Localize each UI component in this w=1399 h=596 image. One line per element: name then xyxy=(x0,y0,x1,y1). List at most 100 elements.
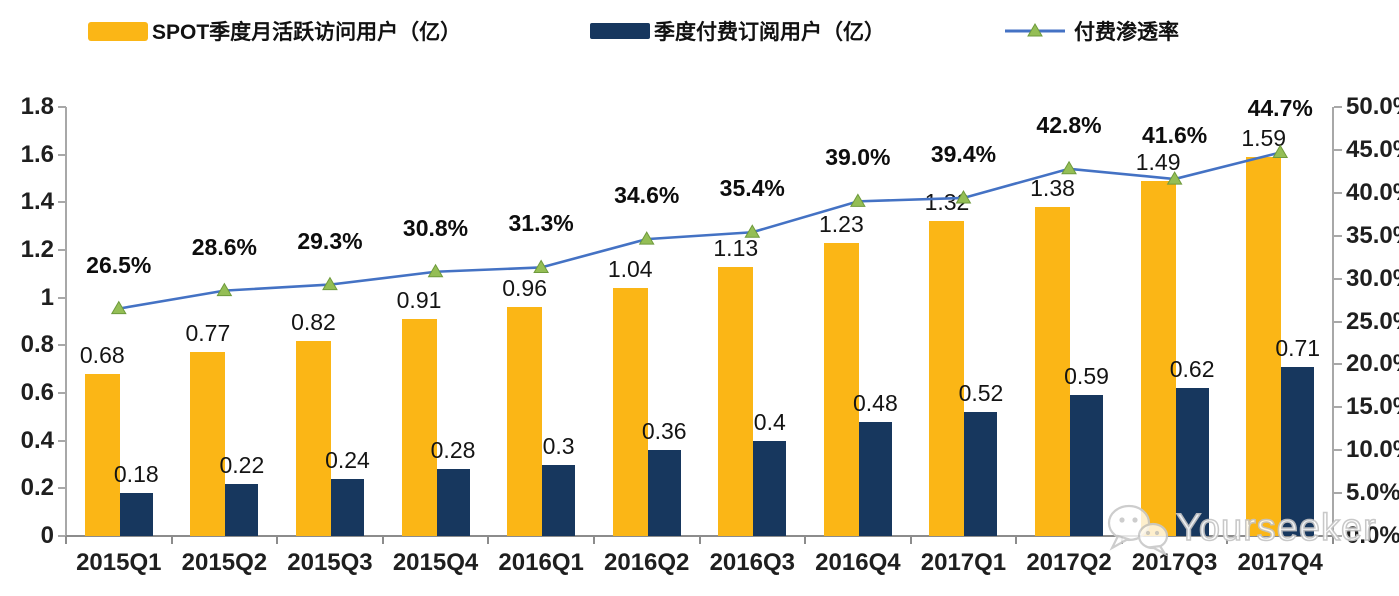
legend-item-subs: 季度付费订阅用户（亿） xyxy=(590,14,885,48)
penetration-point-label: 31.3% xyxy=(508,210,574,237)
left-axis-tick-label: 1.6 xyxy=(20,140,54,168)
penetration-point-label: 39.0% xyxy=(825,144,891,171)
x-axis-tick xyxy=(170,536,173,544)
penetration-point-label: 42.8% xyxy=(1036,111,1102,138)
left-axis-tick xyxy=(58,344,66,347)
penetration-point-label: 28.6% xyxy=(191,233,257,260)
x-axis-tick xyxy=(909,536,912,544)
subs-bar-label: 0.48 xyxy=(852,389,898,416)
mau-bar xyxy=(401,319,437,536)
subs-bar xyxy=(225,483,259,536)
subs-legend-swatch xyxy=(590,23,650,39)
x-axis-tick xyxy=(1226,536,1229,544)
penetration-legend-marker-icon xyxy=(1005,23,1065,37)
mau-bar xyxy=(612,288,648,536)
left-axis-tick-label: 1.8 xyxy=(20,93,54,120)
left-axis-tick xyxy=(58,106,66,108)
right-axis-tick xyxy=(1334,106,1342,108)
penetration-point-label: 29.3% xyxy=(297,227,363,254)
x-axis-tick xyxy=(804,536,807,544)
x-axis-tick xyxy=(381,536,384,544)
mau-bar xyxy=(718,266,754,536)
x-axis-tick xyxy=(1015,536,1018,544)
x-axis-label: 2016Q2 xyxy=(604,549,690,576)
right-axis-tick xyxy=(1334,148,1342,151)
penetration-marker xyxy=(638,231,655,245)
x-axis-tick xyxy=(698,536,701,544)
subs-bar-label: 0.59 xyxy=(1064,363,1109,390)
subs-bar-label: 0.62 xyxy=(1169,356,1215,383)
mau-bar-label: 0.82 xyxy=(291,308,336,335)
mau-bar-label: 1.49 xyxy=(1135,148,1181,175)
watermark-text: Yourseeker xyxy=(1175,506,1377,550)
penetration-point-label: 39.4% xyxy=(930,140,997,167)
mau-bar xyxy=(84,373,120,536)
right-axis-tick xyxy=(1334,277,1342,280)
mau-bar xyxy=(929,221,965,536)
right-axis-tick-label: 10.0% xyxy=(1346,436,1399,464)
right-axis-tick xyxy=(1334,234,1342,237)
right-axis-tick xyxy=(1334,191,1342,194)
left-axis-tick-label: 1 xyxy=(40,283,54,311)
penetration-point-label: 34.6% xyxy=(614,182,680,209)
right-axis-tick-label: 50.0% xyxy=(1346,93,1399,120)
x-axis-label: 2016Q3 xyxy=(709,549,795,576)
x-axis-tick xyxy=(592,536,595,544)
subs-bar-label: 0.52 xyxy=(958,380,1004,407)
x-axis-label: 2016Q1 xyxy=(498,549,584,576)
x-axis-label: 2015Q3 xyxy=(287,549,373,576)
right-axis-spine xyxy=(1332,107,1334,536)
subs-bar xyxy=(964,412,998,536)
right-axis-tick-label: 45.0% xyxy=(1346,135,1399,163)
penetration-marker xyxy=(533,259,549,273)
right-axis-tick xyxy=(1334,449,1342,452)
penetration-point-label: 35.4% xyxy=(719,175,785,202)
right-axis-tick-label: 30.0% xyxy=(1346,264,1399,292)
penetration-point-label: 41.6% xyxy=(1142,122,1208,149)
penetration-marker xyxy=(427,263,444,278)
penetration-legend-label: 付费渗透率 xyxy=(1074,21,1179,44)
mau-legend-label: SPOT季度月活跃访问用户（亿） xyxy=(152,21,462,44)
subs-bar xyxy=(330,478,364,536)
right-axis-tick-label: 40.0% xyxy=(1346,178,1399,206)
mau-bar-label: 1.59 xyxy=(1241,125,1287,152)
left-axis-tick-label: 0.6 xyxy=(20,379,54,406)
right-axis-tick-label: 20.0% xyxy=(1346,350,1399,378)
right-axis-tick-label: 35.0% xyxy=(1346,221,1399,249)
left-axis-tick xyxy=(58,249,66,251)
penetration-marker xyxy=(322,276,338,291)
subs-bar xyxy=(436,469,470,536)
mau-bar xyxy=(507,307,543,536)
mau-bar-label: 1.23 xyxy=(818,210,864,237)
left-axis-tick-label: 0.8 xyxy=(20,331,54,359)
left-axis-tick xyxy=(58,439,66,442)
legend-item-penetration: 付费渗透率 xyxy=(1005,14,1179,48)
mau-bar xyxy=(190,352,226,536)
penetration-point-label: 44.7% xyxy=(1247,95,1313,122)
left-axis-tick xyxy=(58,392,66,394)
right-axis-tick xyxy=(1334,492,1342,495)
subs-bar xyxy=(647,450,681,536)
penetration-marker xyxy=(216,282,233,297)
right-axis-tick xyxy=(1334,406,1342,409)
subs-bar xyxy=(1175,388,1209,536)
subs-bar xyxy=(542,464,576,536)
mau-bar-label: 1.13 xyxy=(713,234,759,261)
left-axis-tick xyxy=(58,201,66,204)
left-axis-tick xyxy=(58,296,66,299)
x-axis-label: 2016Q4 xyxy=(815,549,901,576)
subs-bar-label: 0.36 xyxy=(641,418,687,445)
penetration-marker xyxy=(955,189,972,204)
x-axis-label: 2017Q4 xyxy=(1237,549,1323,576)
mau-bar-label: 0.77 xyxy=(185,320,231,347)
penetration-line xyxy=(118,151,1281,310)
subs-bar-label: 0.24 xyxy=(325,446,370,473)
penetration-marker xyxy=(744,224,761,238)
left-axis-tick-label: 1.4 xyxy=(20,188,54,216)
mau-bar-label: 0.68 xyxy=(79,341,125,368)
x-axis-label: 2015Q2 xyxy=(181,549,268,576)
x-axis-label: 2017Q1 xyxy=(920,549,1007,576)
x-axis-tick xyxy=(1332,536,1334,544)
mau-bar-label: 1.04 xyxy=(607,256,653,283)
